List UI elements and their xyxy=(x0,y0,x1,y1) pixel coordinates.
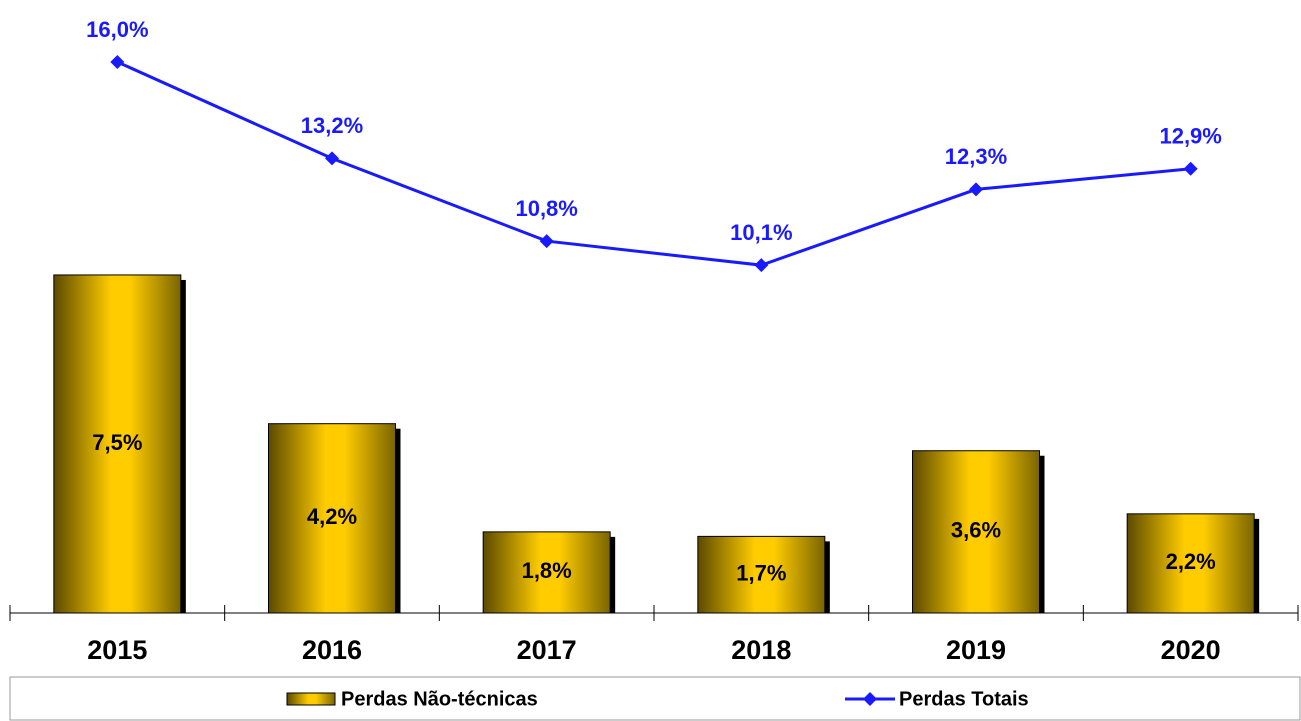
bar xyxy=(268,423,396,614)
line-value-label: 12,9% xyxy=(1159,124,1221,149)
bar-value-label: 3,6% xyxy=(951,518,1001,543)
legend-label: Perdas Totais xyxy=(899,688,1029,710)
line-marker xyxy=(539,234,554,249)
bar xyxy=(53,274,182,614)
line-value-label: 16,0% xyxy=(86,17,148,42)
line-marker xyxy=(969,182,983,197)
x-tick-label: 2019 xyxy=(946,635,1006,665)
bar xyxy=(697,535,826,614)
line xyxy=(116,60,1191,267)
bar xyxy=(482,531,611,614)
bar-value-label: 2,2% xyxy=(1166,549,1216,574)
bar xyxy=(1126,513,1255,614)
bar-value-label: 1,7% xyxy=(736,561,786,586)
bar-value-label: 1,8% xyxy=(522,558,572,583)
line-marker xyxy=(754,258,769,273)
legend-label: Perdas Não-técnicas xyxy=(341,688,538,710)
x-tick-label: 2017 xyxy=(517,635,577,665)
line-value-label: 10,8% xyxy=(515,196,577,221)
legend-marker xyxy=(863,692,877,706)
bar-value-label: 4,2% xyxy=(307,504,357,529)
line-marker xyxy=(325,151,339,166)
line-value-label: 12,3% xyxy=(945,144,1007,169)
legend-swatch xyxy=(286,692,336,706)
x-tick-label: 2015 xyxy=(87,635,147,665)
line-value-label: 13,2% xyxy=(301,113,363,138)
x-tick-label: 2018 xyxy=(731,635,791,665)
bar-value-label: 7,5% xyxy=(92,430,142,455)
x-tick-label: 2016 xyxy=(302,635,362,665)
legend-box xyxy=(9,676,1301,721)
bar xyxy=(912,450,1040,614)
line-value-label: 10,1% xyxy=(730,220,792,245)
x-tick-label: 2020 xyxy=(1161,635,1221,665)
line-marker xyxy=(1183,161,1198,176)
line-marker xyxy=(110,54,125,69)
